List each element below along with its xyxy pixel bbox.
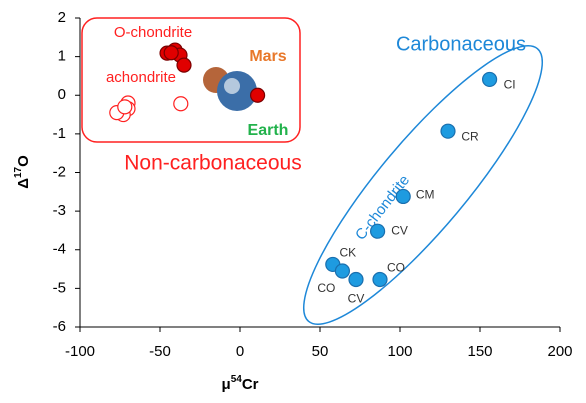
point — [483, 72, 497, 86]
y-title-base: Δ — [15, 178, 32, 189]
point — [373, 272, 387, 286]
y-tick-label: 1 — [58, 48, 66, 65]
y-title-unit: O — [15, 155, 32, 167]
point-label: CO — [387, 261, 405, 275]
x-tick-label: 50 — [312, 343, 329, 360]
point — [335, 264, 349, 278]
x-tick-label: 100 — [387, 343, 412, 360]
point — [396, 189, 410, 203]
point-label: CR — [461, 129, 479, 143]
point — [441, 124, 455, 138]
x-axis-title: μ54Cr — [222, 374, 259, 393]
x-tick-label: 150 — [467, 343, 492, 360]
y-tick-label: -3 — [53, 202, 66, 219]
c-chondrite-ellipse — [275, 20, 571, 349]
x-title-base: μ — [222, 376, 231, 393]
point-label: CV — [348, 292, 365, 306]
y-tick-label: -2 — [53, 163, 66, 180]
y-tick-label: 0 — [58, 86, 66, 103]
y-tick-label: -4 — [53, 241, 66, 258]
earth-cloud — [224, 78, 240, 94]
annotation: O-chondrite — [114, 24, 192, 41]
annotation: Carbonaceous — [396, 33, 526, 55]
point-label: CO — [317, 281, 335, 295]
point — [251, 88, 265, 102]
point-label: CV — [391, 223, 408, 237]
point — [177, 58, 191, 72]
point — [371, 224, 385, 238]
x-title-sup: 54 — [231, 374, 243, 385]
point-label: CI — [504, 78, 516, 92]
annotation: Mars — [249, 48, 286, 65]
y-tick-label: -6 — [53, 318, 66, 335]
y-tick-label: 2 — [58, 9, 66, 26]
y-title-sup: 17 — [13, 166, 24, 178]
y-tick-label: -1 — [53, 125, 66, 142]
point — [174, 97, 188, 111]
annotation: Earth — [248, 122, 289, 139]
point — [164, 46, 178, 60]
point — [118, 100, 132, 114]
point-label: CM — [416, 188, 435, 202]
point — [349, 272, 363, 286]
y-axis-title: Δ17O — [13, 155, 32, 189]
x-tick-label: 0 — [236, 343, 244, 360]
chart: μ54Cr Δ17O -100 -50 0 50 100 150 200 -6 -5 -4 -3 -2… — [0, 0, 586, 398]
y-tick-label: -5 — [53, 279, 66, 296]
x-tick-label: 200 — [547, 343, 572, 360]
annotation: Non-carbonaceous — [124, 152, 301, 175]
x-tick-label: -100 — [65, 343, 95, 360]
x-tick-label: -50 — [149, 343, 171, 360]
x-title-unit: Cr — [242, 376, 259, 393]
point-label: CK — [339, 246, 356, 260]
annotation: achondrite — [106, 69, 176, 86]
